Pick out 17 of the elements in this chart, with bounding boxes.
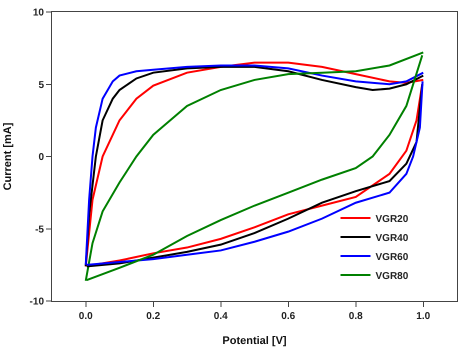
x-tick-label: 1.0: [416, 311, 431, 322]
x-tick-label: 0.6: [281, 311, 296, 322]
x-tick-label: 0.0: [78, 311, 94, 322]
y-tick-label: -10: [30, 296, 44, 308]
y-tick-label: 10: [32, 8, 44, 18]
y-tick-label: 0: [38, 152, 44, 163]
legend-label: VGR60: [376, 252, 409, 263]
legend-label: VGR20: [376, 214, 409, 225]
x-tick-label: 0.2: [146, 311, 161, 322]
y-tick-label: -5: [35, 224, 44, 236]
legend-label: VGR40: [376, 232, 409, 244]
legend-label: VGR80: [376, 270, 409, 282]
x-tick-label: 0.4: [214, 311, 228, 322]
y-axis-title: Current [mA]: [2, 122, 14, 190]
y-tick-label: 5: [38, 80, 44, 91]
x-tick-label: 0.8: [348, 311, 364, 322]
x-axis-title: Potential [V]: [222, 335, 287, 348]
